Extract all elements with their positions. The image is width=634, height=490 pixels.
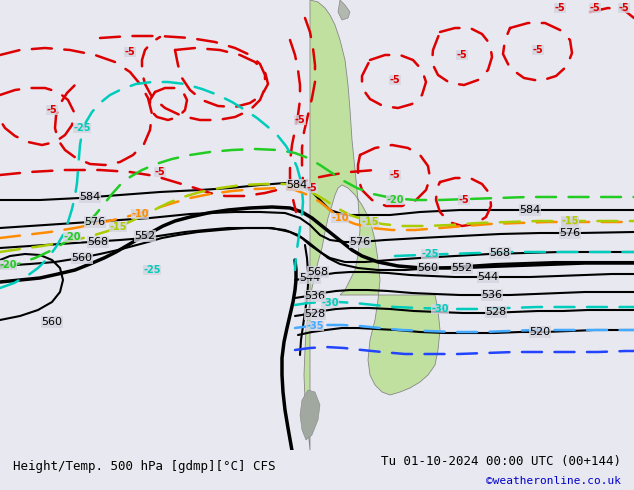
Text: Tu 01-10-2024 00:00 UTC (00+144): Tu 01-10-2024 00:00 UTC (00+144)	[381, 455, 621, 467]
Polygon shape	[338, 0, 350, 20]
Text: -5: -5	[390, 75, 401, 85]
Text: -5: -5	[295, 115, 306, 125]
Text: Height/Temp. 500 hPa [gdmp][°C] CFS: Height/Temp. 500 hPa [gdmp][°C] CFS	[13, 460, 275, 472]
Text: 584: 584	[287, 180, 307, 190]
Text: -5: -5	[619, 3, 630, 13]
Text: -5: -5	[307, 183, 318, 193]
Text: -20: -20	[0, 260, 16, 270]
Text: 568: 568	[87, 237, 108, 247]
Text: -15: -15	[561, 216, 579, 226]
Text: 568: 568	[307, 267, 328, 277]
Text: 584: 584	[79, 192, 101, 202]
Text: 520: 520	[529, 327, 550, 337]
Text: -25: -25	[421, 249, 439, 259]
Text: -10: -10	[561, 217, 579, 227]
Text: -5: -5	[590, 3, 600, 13]
Text: -20: -20	[386, 195, 404, 205]
Text: -25: -25	[74, 123, 91, 133]
Text: 536: 536	[481, 290, 503, 300]
Text: -10: -10	[331, 213, 349, 223]
Text: -5: -5	[533, 45, 543, 55]
Polygon shape	[300, 390, 320, 440]
Text: 576: 576	[349, 237, 370, 247]
Text: 544: 544	[477, 272, 498, 282]
Text: 536: 536	[304, 291, 325, 301]
Text: -35: -35	[306, 321, 324, 331]
Text: 560: 560	[418, 263, 439, 273]
Text: -5: -5	[555, 3, 566, 13]
Text: 552: 552	[134, 231, 155, 241]
Text: 576: 576	[559, 228, 581, 238]
Polygon shape	[304, 0, 440, 450]
Text: 560: 560	[72, 253, 93, 263]
Text: 552: 552	[451, 263, 472, 273]
Text: -5: -5	[125, 47, 136, 57]
Text: ©weatheronline.co.uk: ©weatheronline.co.uk	[486, 476, 621, 486]
Text: 568: 568	[489, 248, 510, 258]
Text: 560: 560	[41, 317, 63, 327]
Text: 544: 544	[299, 273, 321, 283]
Text: -30: -30	[321, 298, 339, 308]
Text: 528: 528	[304, 309, 326, 319]
Text: -5: -5	[458, 195, 469, 205]
Text: -10: -10	[131, 209, 149, 219]
Text: -5: -5	[155, 167, 165, 177]
Text: 528: 528	[486, 307, 507, 317]
Text: -15: -15	[109, 222, 127, 232]
Text: -15: -15	[361, 217, 378, 227]
Text: -5: -5	[456, 50, 467, 60]
Text: -5: -5	[390, 170, 401, 180]
Text: 584: 584	[519, 205, 541, 215]
Text: -30: -30	[431, 304, 449, 314]
Text: -5: -5	[47, 105, 57, 115]
Text: 576: 576	[84, 217, 106, 227]
Text: -25: -25	[143, 265, 161, 275]
Text: -20: -20	[63, 232, 81, 242]
